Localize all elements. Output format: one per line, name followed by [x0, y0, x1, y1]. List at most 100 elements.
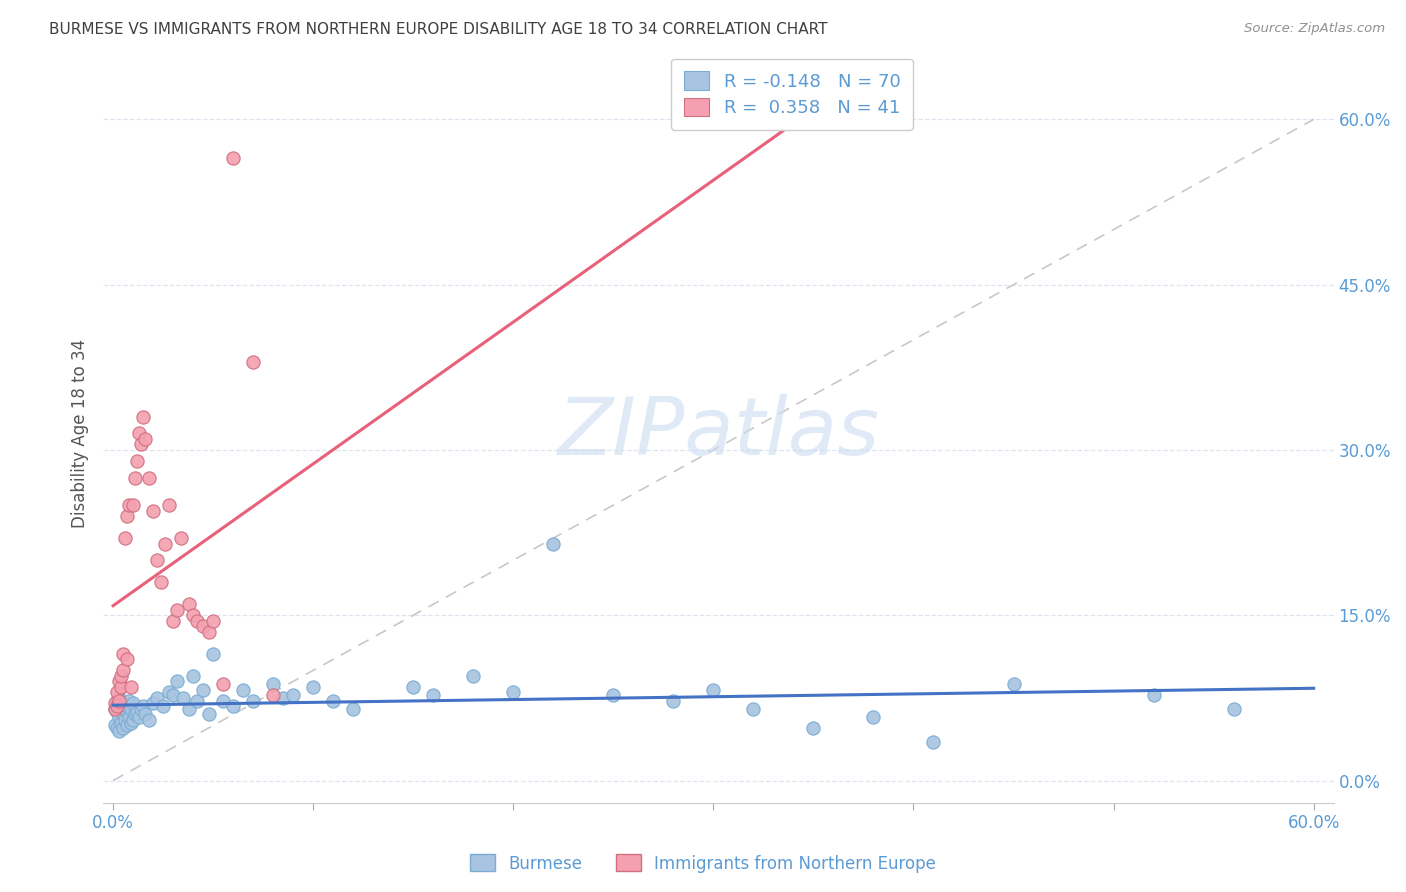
Point [112, 721, 135, 735]
Point [110, 697, 132, 711]
Point [662, 694, 685, 708]
Point [104, 718, 127, 732]
Point [543, 536, 565, 550]
Point [172, 690, 194, 705]
Point [104, 697, 127, 711]
Point [1142, 688, 1164, 702]
Point [105, 685, 128, 699]
Point [108, 690, 131, 705]
Point [212, 676, 235, 690]
Point [1002, 676, 1025, 690]
Point [124, 470, 146, 484]
Point [128, 426, 150, 441]
Point [118, 709, 141, 723]
Point [127, 705, 149, 719]
Point [138, 470, 160, 484]
Point [162, 688, 184, 702]
Point [110, 704, 132, 718]
Point [114, 713, 136, 727]
Point [212, 694, 235, 708]
Text: ZIPatlas: ZIPatlas [557, 394, 879, 473]
Point [181, 608, 204, 623]
Point [232, 683, 254, 698]
Point [134, 432, 156, 446]
Point [862, 709, 884, 723]
Point [112, 647, 135, 661]
Point [120, 702, 142, 716]
Point [342, 702, 364, 716]
Point [153, 536, 176, 550]
Point [105, 694, 128, 708]
Point [1222, 702, 1244, 716]
Point [179, 597, 201, 611]
Point [114, 531, 136, 545]
Point [162, 614, 184, 628]
Point [110, 716, 132, 731]
Text: BURMESE VS IMMIGRANTS FROM NORTHERN EUROPE DISABILITY AGE 18 TO 34 CORRELATION C: BURMESE VS IMMIGRANTS FROM NORTHERN EURO… [49, 22, 828, 37]
Point [104, 702, 127, 716]
Point [108, 698, 131, 713]
Point [128, 709, 150, 723]
Point [105, 721, 128, 735]
Point [402, 680, 425, 694]
Point [112, 664, 135, 678]
Y-axis label: Disability Age 18 to 34: Disability Age 18 to 34 [72, 339, 89, 528]
Point [742, 702, 765, 716]
Point [104, 702, 127, 716]
Point [138, 713, 160, 727]
Point [120, 716, 142, 731]
Point [271, 690, 294, 705]
Point [463, 669, 485, 683]
Point [152, 698, 174, 713]
Point [118, 498, 141, 512]
Point [115, 652, 138, 666]
Point [242, 355, 264, 369]
Point [129, 437, 152, 451]
Point [922, 735, 945, 749]
Point [105, 698, 128, 713]
Point [132, 698, 155, 713]
Point [142, 503, 165, 517]
Point [115, 509, 138, 524]
Point [166, 674, 188, 689]
Point [108, 723, 131, 738]
Point [193, 619, 215, 633]
Point [134, 707, 156, 722]
Point [122, 713, 145, 727]
Point [127, 454, 149, 468]
Point [157, 685, 180, 699]
Point [157, 498, 180, 512]
Point [242, 694, 264, 708]
Point [302, 680, 325, 694]
Point [222, 698, 245, 713]
Point [124, 707, 146, 722]
Point [118, 694, 141, 708]
Point [502, 685, 524, 699]
Point [198, 707, 221, 722]
Point [181, 669, 204, 683]
Point [112, 697, 135, 711]
Point [115, 718, 138, 732]
Point [186, 694, 208, 708]
Point [120, 680, 142, 694]
Point [110, 669, 132, 683]
Point [129, 702, 152, 716]
Point [146, 553, 169, 567]
Point [422, 688, 444, 702]
Point [122, 697, 145, 711]
Point [186, 614, 208, 628]
Point [702, 683, 724, 698]
Point [262, 688, 284, 702]
Point [202, 614, 225, 628]
Point [179, 702, 201, 716]
Point [602, 688, 624, 702]
Point [202, 647, 225, 661]
Point [166, 603, 188, 617]
Point [262, 676, 284, 690]
Point [322, 694, 344, 708]
Point [132, 409, 155, 424]
Point [112, 707, 135, 722]
Point [146, 690, 169, 705]
Text: Source: ZipAtlas.com: Source: ZipAtlas.com [1244, 22, 1385, 36]
Point [222, 151, 245, 165]
